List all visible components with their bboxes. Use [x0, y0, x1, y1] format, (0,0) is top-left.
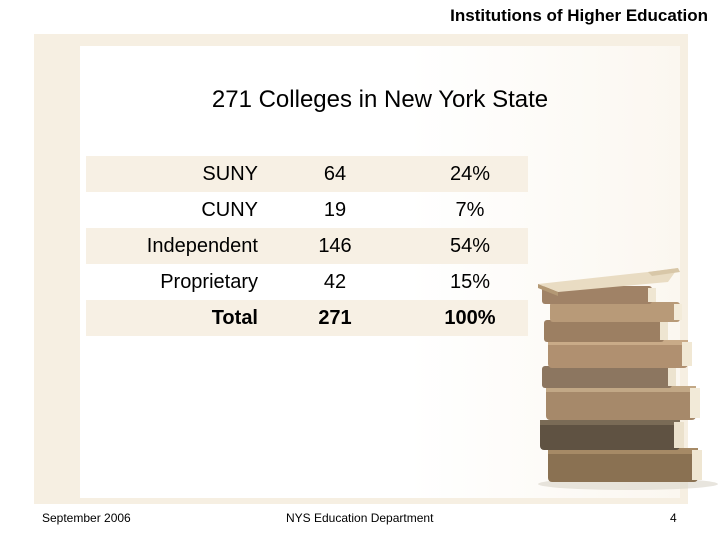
colleges-table: SUNY 64 24% CUNY 19 7% Independent 146 5… [86, 156, 528, 336]
institution-count: 19 [323, 198, 347, 221]
institution-count: 42 [323, 270, 347, 293]
total-label: Total [86, 300, 258, 336]
page-number: 4 [670, 511, 677, 525]
book-stack-icon [538, 268, 718, 490]
footer-date: September 2006 [42, 511, 131, 525]
total-count: 271 [258, 300, 412, 336]
slide-title: 271 Colleges in New York State [211, 86, 549, 113]
institution-percent: 15% [449, 270, 491, 293]
table-row: Proprietary 42 15% [86, 264, 528, 300]
institution-count: 146 [258, 228, 412, 264]
institution-name: CUNY [201, 198, 258, 221]
total-percent: 100% [412, 300, 528, 336]
institution-count: 64 [258, 156, 412, 192]
institution-percent: 7% [455, 198, 485, 221]
institution-name: SUNY [86, 156, 258, 192]
table-row: SUNY 64 24% [86, 156, 528, 192]
table-row: Independent 146 54% [86, 228, 528, 264]
institution-name: Independent [86, 228, 258, 264]
table-total-row: Total 271 100% [86, 300, 528, 336]
institution-percent: 54% [412, 228, 528, 264]
header-title: Institutions of Higher Education [450, 6, 708, 25]
institution-percent: 24% [412, 156, 528, 192]
institution-name: Proprietary [160, 270, 258, 293]
table-row: CUNY 19 7% [86, 192, 528, 228]
footer-department: NYS Education Department [286, 511, 434, 525]
